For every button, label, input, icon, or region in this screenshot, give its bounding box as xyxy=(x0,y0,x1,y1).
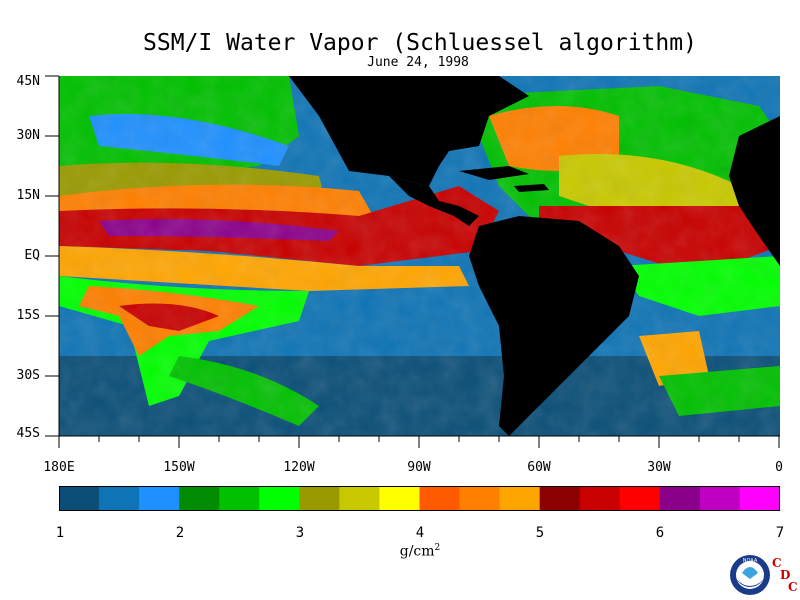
units-label: g/cm2 xyxy=(380,543,460,560)
lon-label: 180E xyxy=(43,460,75,475)
map-date: June 24, 1998 xyxy=(367,55,469,70)
noaa-logo-text: NOAA xyxy=(743,558,758,564)
colorbar-label: 7 xyxy=(775,525,785,541)
vapor-field xyxy=(59,76,780,436)
lat-label: 30S xyxy=(16,368,40,383)
lat-label: 45S xyxy=(16,426,40,441)
cdc-letter: C xyxy=(772,556,782,570)
colorbar-label: 1 xyxy=(55,525,65,541)
lon-label: 30W xyxy=(647,460,671,475)
colorbar-swatch xyxy=(59,486,100,511)
colorbar-swatch xyxy=(99,486,140,511)
lat-label: 15N xyxy=(16,188,40,203)
colorbar-swatch xyxy=(299,486,340,511)
colorbar-label: 6 xyxy=(655,525,665,541)
colorbar-swatch xyxy=(379,486,420,511)
cdc-letter: C xyxy=(788,580,798,594)
colorbar-swatch xyxy=(699,486,741,511)
colorbar-label: 2 xyxy=(175,525,185,541)
colorbar-label: 4 xyxy=(415,525,425,541)
lat-label: 30N xyxy=(16,128,40,143)
lat-label: EQ xyxy=(24,248,40,263)
colorbar-swatch xyxy=(179,486,220,511)
lon-label: 60W xyxy=(527,460,551,475)
colorbar-swatch xyxy=(139,486,180,511)
colorbar-swatch xyxy=(579,486,621,511)
colorbar-swatch xyxy=(459,486,501,511)
colorbar-swatch xyxy=(739,486,780,511)
map-title: SSM/I Water Vapor (Schluessel algorithm) xyxy=(143,30,697,56)
colorbar-label: 5 xyxy=(535,525,545,541)
colorbar-swatch xyxy=(259,486,300,511)
colorbar-swatch xyxy=(219,486,260,511)
lat-label: 15S xyxy=(16,308,40,323)
lon-label: 150W xyxy=(163,460,195,475)
noaa-logo: NOAA xyxy=(730,555,770,595)
colorbar-swatch xyxy=(419,486,461,511)
colorbar-swatch xyxy=(339,486,380,511)
water-vapor-map xyxy=(59,76,780,436)
land-masses xyxy=(289,76,780,436)
lon-label: 120W xyxy=(283,460,315,475)
lon-label: 90W xyxy=(407,460,431,475)
colorbar-swatch xyxy=(539,486,581,511)
lon-label: 0 xyxy=(775,460,783,475)
units-exponent: 2 xyxy=(434,543,441,553)
colorbar-border xyxy=(59,486,780,511)
colorbar-label: 3 xyxy=(295,525,305,541)
units-base: g/cm xyxy=(399,543,435,560)
colorbar-swatch xyxy=(499,486,541,511)
colorbar-swatch xyxy=(659,486,701,511)
colorbar xyxy=(59,486,780,511)
cdc-letter: D xyxy=(780,568,791,582)
lat-label: 45N xyxy=(16,74,40,89)
colorbar-swatch xyxy=(619,486,661,511)
